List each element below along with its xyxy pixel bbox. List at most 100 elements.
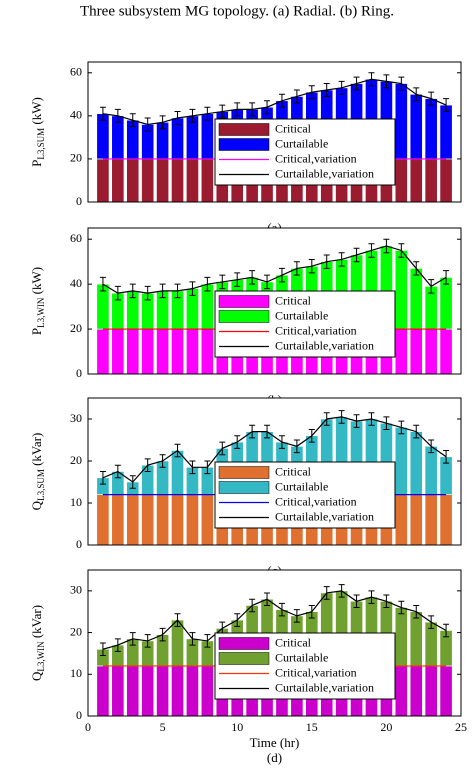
bar [126,158,140,203]
bar [424,158,438,203]
bar [424,494,438,546]
legend-swatch [218,652,270,665]
panel-label: (d) [267,750,282,765]
y-label-unit: (kVar) [29,433,44,469]
legend-swatch [218,123,270,136]
bar [409,268,423,330]
bar [141,158,155,203]
bar [141,494,155,546]
legend-label: Critical,variation [275,494,357,508]
bar [126,328,140,375]
legend-label: Critical [275,464,312,478]
bar [171,328,184,375]
y-tick-label: 60 [70,231,82,245]
bar [439,494,453,546]
bar [424,445,438,495]
bar [439,665,453,717]
bar [394,83,408,160]
y-tick-label: 30 [70,583,82,597]
y-tick-label: 30 [70,411,82,425]
legend-label: Curtailable,variation [275,509,374,523]
bar [156,158,170,203]
y-label-sub: L3,SUM [36,469,46,501]
bar [186,494,199,546]
bar [156,494,170,546]
x-tick-label: 5 [160,720,166,734]
bar [200,158,214,203]
bar [141,665,155,717]
bar [439,104,453,160]
x-tick-label: 20 [380,720,392,734]
bar [424,328,438,375]
bar [409,94,423,160]
y-tick-label: 10 [70,495,82,509]
bar [409,494,423,546]
y-axis-label: PL3,WIN (kW) [29,267,46,335]
y-label-main: P [29,328,44,335]
bar [200,665,214,717]
legend-label: Curtailable [275,479,328,493]
y-axis-label: PL3,SUM (kW) [29,97,46,167]
bar [186,328,199,375]
error-bar [99,276,106,292]
bar [171,619,184,667]
caption: Three subsystem MG topology. (a) Radial.… [80,3,394,19]
y-tick-label: 0 [76,366,82,380]
bar [409,611,423,667]
bar [96,328,110,375]
y-tick-label: 0 [76,194,82,208]
bar [96,158,110,203]
y-label-main: Q [29,500,44,510]
bar [409,665,423,717]
bar [394,427,408,495]
bar [126,665,140,717]
legend-label: Critical,variation [275,323,357,337]
bar [439,158,453,203]
bar [394,158,408,203]
x-tick-label: 0 [85,720,91,734]
y-tick-label: 40 [70,276,82,290]
y-tick-label: 20 [70,453,82,467]
bar [439,328,453,375]
y-tick-label: 40 [70,108,82,122]
y-tick-label: 20 [70,624,82,638]
line [102,416,447,483]
legend-swatch [218,310,270,323]
y-tick-label: 0 [76,537,82,551]
bar [186,665,199,717]
bar [200,494,214,546]
x-tick-label: 10 [231,720,243,734]
y-tick-label: 20 [70,321,82,335]
legend-label: Curtailable,variation [275,338,374,352]
y-label-unit: (kW) [29,267,44,298]
bar [111,665,125,717]
bar [439,277,453,330]
bar [200,328,214,375]
y-tick-label: 10 [70,666,82,680]
legend-swatch [218,466,270,479]
bar [171,665,184,717]
legend-label: Curtailable [275,136,328,150]
y-label-unit: (kVar) [29,605,44,641]
legend-label: Critical,variation [275,151,357,165]
legend-label: Critical [275,121,312,135]
legend-label: Curtailable,variation [275,166,374,180]
y-label-main: P [29,160,44,167]
y-axis-label: QL3,SUM (kVar) [29,433,46,511]
bar [111,494,125,546]
bar [156,328,170,375]
legend-label: Curtailable [275,308,328,322]
bar [111,328,125,375]
legend-label: Critical [275,293,312,307]
axes-frame [87,569,462,717]
bar [394,250,408,330]
bar [394,328,408,375]
bar [156,665,170,717]
bar [126,494,140,546]
legend-swatch [218,481,270,494]
bar [424,98,438,160]
line [102,245,447,294]
legend-label: Critical [275,635,312,649]
bar [186,158,199,203]
